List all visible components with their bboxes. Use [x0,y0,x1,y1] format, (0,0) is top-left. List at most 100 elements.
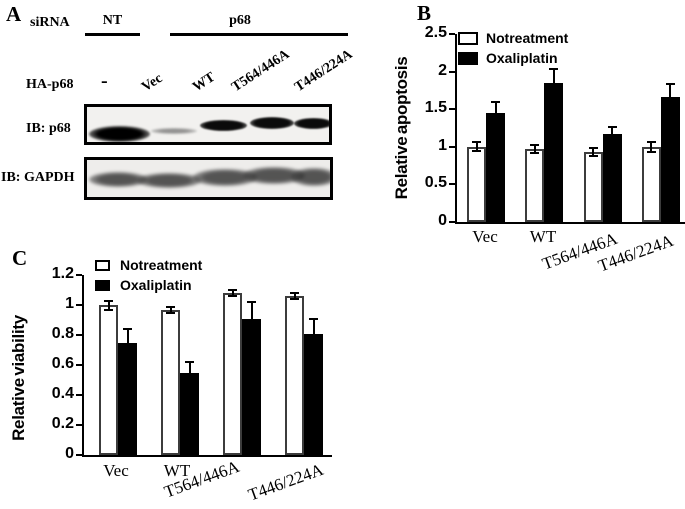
error-bar-line [533,145,536,153]
y-tick-mark [76,424,82,426]
error-bar-line [107,300,110,310]
error-bar-cap-bottom [247,334,256,336]
y-tick-mark [449,221,455,223]
legend-row-oxaliplatin: Oxaliplatin [95,277,202,293]
error-bar-cap-bottom [549,95,559,98]
y-tick-label: 0.4 [51,385,74,402]
y-tick-label: 0.5 [424,174,447,192]
error-bar-cap-bottom [491,122,500,125]
panel-b-letter: B [417,1,432,25]
error-bar-cap-bottom [123,355,132,357]
error-bar-cap-top [104,299,113,302]
nt-underline [85,33,140,36]
no-treatment-swatch [458,31,478,45]
y-tick-label: 1.2 [51,265,74,282]
y-tick-mark [449,33,455,35]
blot-band-faint [151,128,197,134]
y-tick-label: 0.6 [51,355,74,372]
lane-label-t564-446a: T564/446A [229,46,293,96]
hap68-row-label: HA-p68 [26,77,74,92]
lane-label-minus: - [101,70,108,92]
blot-band-dark [294,118,329,129]
error-bar-cap-bottom [104,308,113,311]
blot-band-even [89,172,147,187]
error-bar-cap-bottom [472,150,481,153]
oxaliplatin-bar-T564/446A [602,134,622,222]
panel-c-letter: C [12,246,28,270]
y-tick-label: 1 [65,295,74,312]
panel-c-xtick-wt: WT [163,461,191,480]
error-bar-cap-top [309,317,318,320]
y-tick-mark [449,183,455,186]
error-bar-line [669,84,672,110]
error-bar-line [169,306,172,313]
error-bar-cap-bottom [309,347,318,350]
error-bar-cap-bottom [166,311,175,314]
ib-gapdh-label: IB: GAPDH [1,170,75,185]
no-treatment-bar-Vec [467,146,486,222]
error-bar-cap-top [123,328,132,330]
blot-band-even [193,169,257,186]
oxaliplatin-bar-T446/224A [660,97,680,222]
oxaliplatin-swatch [95,279,110,291]
y-tick-mark [76,334,82,336]
error-bar-cap-top [290,292,299,294]
p68-underline [170,33,348,36]
legend-row-oxaliplatin: Oxaliplatin [458,50,568,66]
no-treatment-bar-WT [525,149,545,222]
sirna-row-label: siRNA [30,15,70,30]
lane-label-t446-224a: T446/224A [292,46,356,96]
error-bar-cap-bottom [228,295,237,297]
error-bar-line [475,142,478,152]
panel-c-y-axis-label: Relative viability [9,315,28,441]
oxaliplatin-label: Oxaliplatin [486,50,558,66]
error-bar-line [650,141,653,153]
error-bar-cap-bottom [185,382,194,384]
y-tick-label: 2 [438,61,447,79]
error-bar-cap-top [491,101,500,104]
y-tick-mark [76,274,82,276]
p68-blot-image [84,104,332,145]
oxaliplatin-bar-WT [544,82,564,222]
blot-band-even [137,173,201,188]
oxaliplatin-bar-Vec [118,342,137,455]
panel-c-plot-area: 0 0.2 0.4 0.6 0.8 1 1.2 [52,265,332,462]
legend-row-no-treatment: No treatment [95,257,202,273]
error-bar-cap-top [166,305,175,308]
no-treatment-label: No treatment [120,257,203,273]
no-treatment-swatch [95,259,110,271]
panel-a-letter: A [6,2,22,26]
gapdh-blot-image [84,157,333,200]
no-treatment-bar-WT [161,309,180,455]
oxaliplatin-label: Oxaliplatin [120,277,192,293]
y-tick-label: 0 [438,212,447,229]
no-treatment-bar-Vec [99,305,118,455]
error-bar-line [126,329,129,356]
sirna-group-nt: NT [102,13,123,28]
panel-b-xtick-vec: Vec [472,227,498,246]
no-treatment-bar-T564/446A [223,293,242,455]
error-bar-line [494,102,497,124]
oxaliplatin-bar-T564/446A [242,318,261,455]
error-bar-cap-bottom [290,298,299,300]
error-bar-cap-top [588,147,598,150]
error-bar-cap-bottom [607,139,617,142]
y-tick-mark [449,108,455,111]
error-bar-line [312,318,315,349]
ib-p68-label: IB: p68 [26,121,71,136]
panel-c-xtick-vec: Vec [103,461,129,480]
y-tick-label: 1.5 [424,99,447,117]
blot-band-strong [89,126,150,142]
panel-c-legend: No treatment Oxaliplatin [95,257,202,297]
y-tick-label: 0.8 [51,325,74,342]
panel-b-xtick-wt: WT [529,227,557,246]
oxaliplatin-swatch [458,51,478,65]
error-bar-cap-top [646,140,656,143]
error-bar-cap-top [228,289,237,291]
error-bar-line [231,290,234,296]
oxaliplatin-bar-T446/224A [304,333,323,455]
error-bar-cap-top [530,144,540,147]
blot-band-even [291,168,330,186]
lane-label-wt: WT [190,69,219,96]
